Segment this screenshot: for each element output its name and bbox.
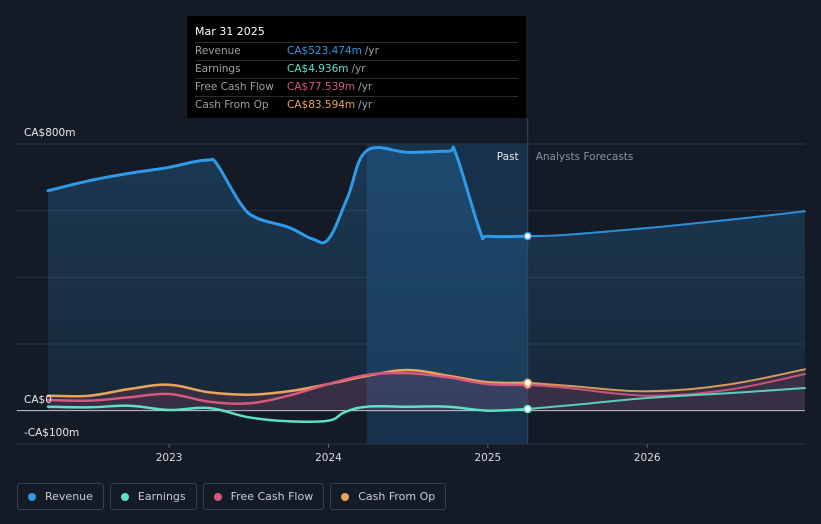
legend-label: Revenue bbox=[45, 490, 93, 503]
cash-from-op-line-past bbox=[46, 368, 529, 398]
tooltip-value: CA$83.594m bbox=[287, 99, 356, 111]
tooltip: Mar 31 2025 Revenue CA$523.474m /yr Earn… bbox=[187, 16, 526, 118]
cash-from-op-line-forecast bbox=[526, 368, 806, 393]
tooltip-row-free-cash-flow: Free Cash Flow CA$77.539m /yr bbox=[195, 78, 518, 96]
tooltip-label: Revenue bbox=[195, 45, 241, 57]
earnings-dot-icon bbox=[120, 492, 129, 501]
revenue-line-forecast bbox=[526, 210, 806, 238]
legend-label: Free Cash Flow bbox=[230, 490, 314, 503]
legend-item-free-cash-flow[interactable]: Free Cash Flow bbox=[202, 483, 325, 510]
y-tick-label: CA$0 bbox=[24, 394, 52, 406]
free-cash-flow-dot-icon bbox=[213, 492, 222, 501]
tooltip-label: Cash From Op bbox=[195, 99, 269, 111]
revenue-area bbox=[48, 146, 805, 411]
tooltip-row-cash-from-op: Cash From Op CA$83.594m /yr bbox=[195, 96, 518, 114]
revenue-dot-icon bbox=[28, 492, 36, 501]
y-tick-label: CA$800m bbox=[24, 127, 75, 139]
tooltip-value: CA$4.936m bbox=[287, 63, 349, 75]
legend-item-revenue[interactable]: Revenue bbox=[17, 483, 104, 510]
tooltip-row-revenue: Revenue CA$523.474m /yr bbox=[195, 42, 518, 60]
earnings-marker bbox=[523, 404, 532, 414]
earnings-line-past bbox=[46, 404, 529, 424]
tooltip-unit: /yr bbox=[358, 81, 373, 93]
legend-label: Cash From Op bbox=[358, 490, 436, 503]
tooltip-unit: /yr bbox=[358, 99, 373, 111]
legend-item-cash-from-op[interactable]: Cash From Op bbox=[330, 483, 447, 510]
tooltip-label: Free Cash Flow bbox=[195, 81, 274, 93]
tooltip-label: Earnings bbox=[195, 63, 241, 75]
earnings-line-forecast bbox=[526, 387, 806, 410]
x-tick-label: 2025 bbox=[474, 452, 501, 464]
free-cash-flow-line-forecast bbox=[526, 373, 806, 397]
tooltip-date: Mar 31 2025 bbox=[195, 25, 265, 38]
y-tick-label: -CA$100m bbox=[24, 427, 79, 439]
x-tick-label: 2023 bbox=[156, 452, 183, 464]
legend: Revenue Earnings Free Cash Flow Cash Fro… bbox=[17, 483, 447, 510]
forecast-label: Analysts Forecasts bbox=[536, 151, 634, 163]
tooltip-value: CA$77.539m bbox=[287, 81, 356, 93]
tooltip-unit: /yr bbox=[351, 63, 366, 75]
tooltip-unit: /yr bbox=[364, 45, 379, 57]
free-cash-flow-line-past bbox=[46, 371, 529, 405]
legend-item-earnings[interactable]: Earnings bbox=[109, 483, 197, 510]
tooltip-value: CA$523.474m bbox=[287, 45, 362, 57]
legend-label: Earnings bbox=[137, 490, 186, 503]
x-tick-label: 2024 bbox=[315, 452, 342, 464]
revenue-marker bbox=[523, 231, 532, 241]
revenue-line-past bbox=[46, 145, 530, 245]
cash-from-op-dot-icon bbox=[341, 492, 350, 501]
tooltip-row-earnings: Earnings CA$4.936m /yr bbox=[195, 60, 518, 78]
x-tick-label: 2026 bbox=[634, 452, 661, 464]
past-label: Past bbox=[497, 151, 519, 163]
cash-from-op-marker bbox=[523, 378, 532, 388]
